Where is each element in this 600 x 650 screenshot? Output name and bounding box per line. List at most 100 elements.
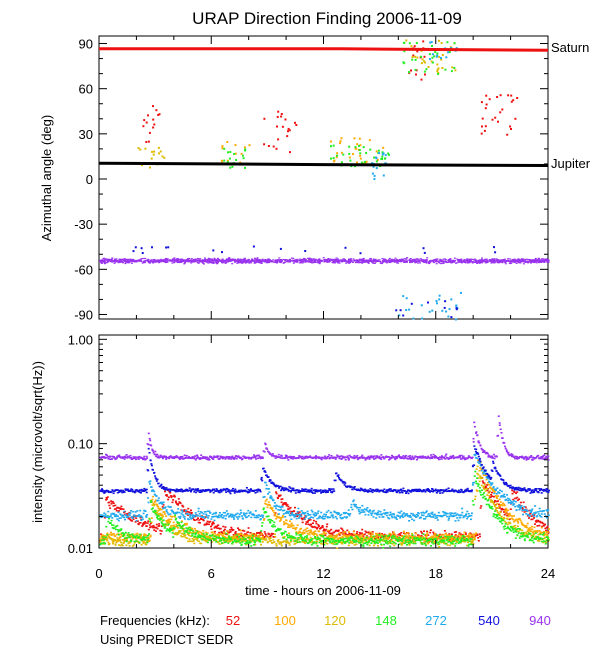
data-point-940 [535,262,538,264]
data-point-52 [141,524,144,526]
data-point-148 [413,536,416,539]
data-point-100 [408,535,411,538]
data-point-940 [266,262,269,264]
data-point-120 [129,541,132,544]
data-point-148 [320,540,323,543]
data-point-940 [441,261,444,263]
data-point-940 [517,261,520,263]
data-point-52 [399,534,402,536]
data-point-148 [451,542,454,544]
data-point-120 [283,540,285,542]
data-point-52 [122,508,125,510]
data-point-940 [299,260,301,262]
data-point-148 [347,537,350,540]
data-point-100 [361,533,364,536]
data-point-52 [213,530,216,533]
data-point-52 [516,97,519,99]
data-point-940 [121,258,124,260]
data-point-52 [465,533,467,535]
data-point-148 [363,160,366,163]
data-point-148 [220,539,223,542]
data-point-940 [288,260,291,262]
data-point-100 [414,541,417,543]
data-point-52 [484,107,487,110]
data-point-940 [188,261,191,263]
data-point-100 [253,535,256,538]
data-point-148 [432,543,435,545]
data-point-148 [367,541,370,544]
data-point-148 [160,521,163,523]
data-point-940 [104,259,107,261]
data-point-148 [190,529,193,531]
data-point-148 [396,539,399,541]
data-point-52 [217,527,220,529]
data-point-100 [546,531,549,533]
data-point-940 [361,262,364,264]
data-point-148 [410,541,413,544]
data-point-120 [346,535,349,538]
data-point-52 [275,147,278,150]
data-point-148 [381,535,384,538]
data-point-940 [411,259,414,261]
data-point-148 [228,536,231,539]
data-point-148 [158,519,161,521]
data-point-148 [333,541,335,543]
data-point-52 [301,521,304,524]
data-point-940 [300,260,303,262]
data-point-940 [463,259,466,261]
data-point-148 [397,539,400,541]
data-point-100 [365,160,368,163]
data-point-52 [476,534,479,536]
data-point-100 [168,518,171,521]
data-point-940 [229,259,231,261]
data-point-120 [443,542,446,545]
data-point-940 [501,259,504,261]
data-point-940 [413,261,416,263]
data-point-940 [369,260,372,262]
data-point-148 [270,525,273,527]
data-point-100 [269,504,272,507]
data-point-120 [127,542,130,545]
data-point-100 [205,535,208,538]
data-point-148 [428,53,431,56]
data-point-940 [419,262,421,264]
data-point-940 [333,262,336,264]
data-point-100 [197,533,200,535]
data-point-120 [438,39,440,42]
data-point-940 [378,259,381,261]
data-point-100 [368,139,371,142]
data-point-148 [362,544,365,546]
data-point-940 [181,258,184,260]
data-point-120 [207,535,210,538]
data-point-940 [302,261,305,263]
data-point-100 [508,512,511,515]
data-point-100 [313,532,316,535]
data-point-940 [268,259,271,261]
data-point-148 [323,537,326,540]
data-point-940 [522,263,525,265]
data-point-148 [297,537,300,539]
data-point-940 [164,260,167,262]
data-point-52 [115,509,118,512]
data-point-52 [204,516,207,518]
data-point-148 [167,523,170,526]
data-point-148 [287,536,290,539]
data-point-100 [185,523,188,526]
data-point-52 [288,129,291,132]
data-point-940 [386,262,389,264]
data-point-52 [111,500,114,503]
data-point-120 [245,543,248,546]
data-point-940 [292,259,295,262]
data-point-148 [444,535,447,538]
data-point-100 [533,531,536,533]
data-point-100 [175,523,178,526]
data-point-148 [449,542,452,544]
data-point-120 [515,530,518,532]
data-point-100 [335,156,338,159]
data-point-940 [530,260,533,262]
data-point-100 [293,527,296,530]
data-point-52 [171,501,174,504]
data-point-940 [431,260,434,262]
data-point-120 [289,537,292,540]
data-point-940 [333,258,336,260]
